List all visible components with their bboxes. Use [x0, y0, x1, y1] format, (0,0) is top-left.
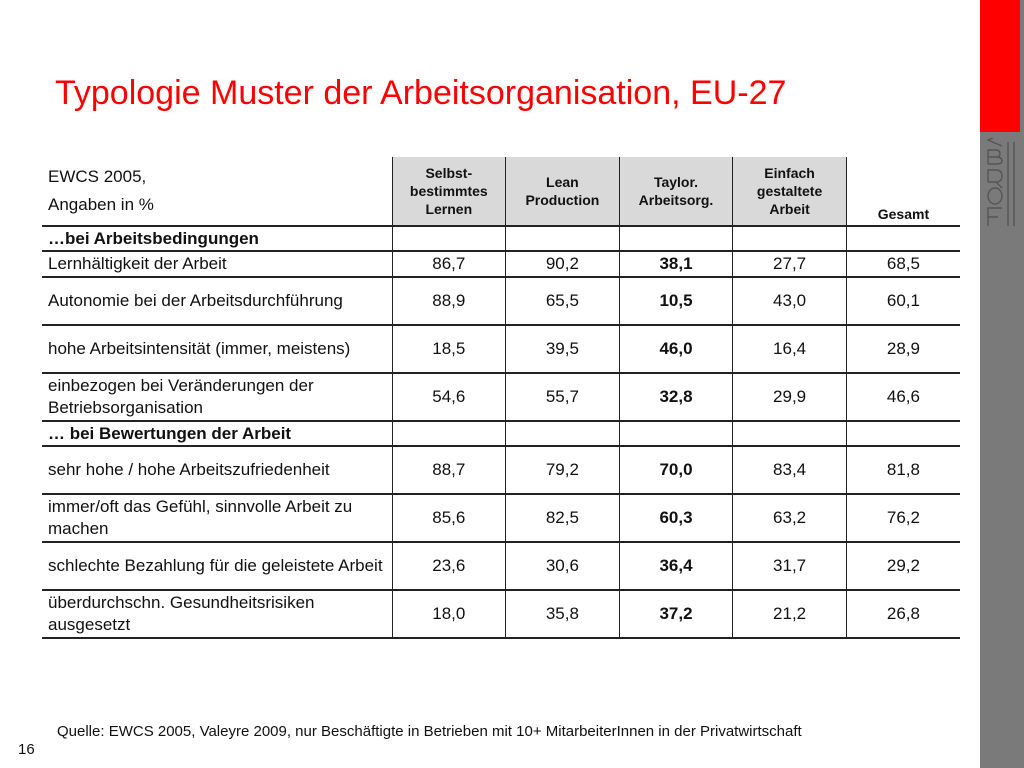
value-cell: 18,0: [391, 590, 506, 639]
value-cell: 65,5: [505, 277, 620, 326]
column-header-line: Arbeit: [769, 201, 810, 217]
column-header-line: Taylor.: [653, 174, 699, 190]
value-cell: 70,0: [618, 446, 733, 495]
value-cell: 63,2: [732, 494, 847, 543]
value-cell: 31,7: [732, 542, 847, 591]
value-cell: 29,9: [732, 373, 847, 422]
table-row: einbezogen bei Veränderungen der Betrieb…: [42, 373, 960, 422]
table-row: Lernhältigkeit der Arbeit 86,7 90,2 38,1 27,…: [42, 251, 960, 278]
value-cell: 82,5: [505, 494, 620, 543]
value-cell: 36,4: [618, 542, 733, 591]
value-cell: 32,8: [618, 373, 733, 422]
value-cell: 60,3: [618, 494, 733, 543]
value-cell: 54,6: [391, 373, 506, 422]
value-cell: 88,9: [391, 277, 506, 326]
value-cell: 90,2: [505, 251, 620, 278]
row-label: immer/oft das Gefühl, sinnvolle Arbeit z…: [42, 494, 392, 543]
column-header-line: Arbeitsorg.: [638, 192, 714, 208]
value-cell: 81,8: [845, 446, 960, 495]
row-label: hohe Arbeitsintensität (immer, meistens): [42, 325, 392, 374]
value-cell: 46,0: [618, 325, 733, 374]
value-cell: 76,2: [845, 494, 960, 543]
value-cell: 29,2: [845, 542, 960, 591]
empty-cell: [845, 421, 960, 447]
table-row: Autonomie bei der Arbeitsdurchführung 88,…: [42, 277, 960, 326]
value-cell: 28,9: [845, 325, 960, 374]
table-row: hohe Arbeitsintensität (immer, meistens)…: [42, 325, 960, 374]
side-stripe: [980, 0, 1024, 768]
value-cell: 46,6: [845, 373, 960, 422]
empty-cell: [845, 226, 960, 252]
empty-cell: [391, 226, 506, 252]
empty-cell: [732, 226, 847, 252]
value-cell: 30,6: [505, 542, 620, 591]
value-cell: 21,2: [732, 590, 847, 639]
value-cell: 27,7: [732, 251, 847, 278]
data-table: EWCS 2005, Angaben in % Selbst- bestimmt…: [42, 157, 960, 639]
table-row: immer/oft das Gefühl, sinnvolle Arbeit z…: [42, 494, 960, 543]
source-note: Quelle: EWCS 2005, Valeyre 2009, nur Bes…: [57, 723, 802, 740]
forba-logo: [986, 138, 1015, 226]
column-header-einfach-gestaltete-arbeit: Einfach gestaltete Arbeit: [732, 157, 847, 227]
value-cell: 86,7: [391, 251, 506, 278]
corner-line-1: EWCS 2005,: [48, 167, 147, 186]
empty-cell: [618, 421, 733, 447]
value-cell: 88,7: [391, 446, 506, 495]
value-cell: 10,5: [618, 277, 733, 326]
column-header-selbstbestimmtes-lernen: Selbst- bestimmtes Lernen: [391, 157, 506, 227]
table-row: sehr hohe / hohe Arbeitszufriedenheit 88,…: [42, 446, 960, 495]
column-header-gesamt: Gesamt: [845, 157, 960, 227]
value-cell: 26,8: [845, 590, 960, 639]
column-header-taylor: Taylor. Arbeitsorg.: [618, 157, 733, 227]
value-cell: 35,8: [505, 590, 620, 639]
table-row: schlechte Bezahlung für die geleistete A…: [42, 542, 960, 591]
table-row: überdurchschn. Gesundheitsrisiken ausges…: [42, 590, 960, 639]
column-header-line: Gesamt: [877, 206, 930, 222]
column-header-line: Lernen: [425, 201, 473, 217]
value-cell: 39,5: [505, 325, 620, 374]
value-cell: 55,7: [505, 373, 620, 422]
section-row: …bei Arbeitsbedingungen: [42, 226, 960, 252]
side-stripe-accent: [980, 0, 1020, 132]
empty-cell: [618, 226, 733, 252]
row-label: Lernhältigkeit der Arbeit: [42, 251, 392, 278]
value-cell: 83,4: [732, 446, 847, 495]
value-cell: 85,6: [391, 494, 506, 543]
column-header-line: Selbst-: [425, 165, 473, 181]
corner-line-2: Angaben in %: [48, 195, 154, 214]
empty-cell: [505, 421, 620, 447]
value-cell: 37,2: [618, 590, 733, 639]
column-header-line: bestimmtes: [409, 183, 488, 199]
corner-header: EWCS 2005, Angaben in %: [42, 157, 392, 227]
empty-cell: [732, 421, 847, 447]
header-row: EWCS 2005, Angaben in % Selbst- bestimmt…: [42, 157, 960, 227]
row-label: einbezogen bei Veränderungen der Betrieb…: [42, 373, 392, 422]
empty-cell: [391, 421, 506, 447]
section-label: … bei Bewertungen der Arbeit: [42, 421, 392, 447]
slide-title: Typologie Muster der Arbeitsorganisation…: [55, 74, 787, 112]
value-cell: 38,1: [618, 251, 733, 278]
page-number: 16: [18, 741, 35, 758]
empty-cell: [505, 226, 620, 252]
value-cell: 23,6: [391, 542, 506, 591]
row-label: überdurchschn. Gesundheitsrisiken ausges…: [42, 590, 392, 639]
value-cell: 16,4: [732, 325, 847, 374]
row-label: Autonomie bei der Arbeitsdurchführung: [42, 277, 392, 326]
value-cell: 43,0: [732, 277, 847, 326]
row-label: schlechte Bezahlung für die geleistete A…: [42, 542, 392, 591]
column-header-lean-production: Lean Production: [505, 157, 620, 227]
row-label: sehr hohe / hohe Arbeitszufriedenheit: [42, 446, 392, 495]
column-header-line: Production: [525, 192, 600, 208]
section-row: … bei Bewertungen der Arbeit: [42, 421, 960, 447]
section-label: …bei Arbeitsbedingungen: [42, 226, 392, 252]
value-cell: 79,2: [505, 446, 620, 495]
column-header-line: Lean: [546, 174, 579, 190]
column-header-line: gestaltete: [756, 183, 823, 199]
value-cell: 68,5: [845, 251, 960, 278]
column-header-line: Einfach: [764, 165, 815, 181]
value-cell: 60,1: [845, 277, 960, 326]
value-cell: 18,5: [391, 325, 506, 374]
